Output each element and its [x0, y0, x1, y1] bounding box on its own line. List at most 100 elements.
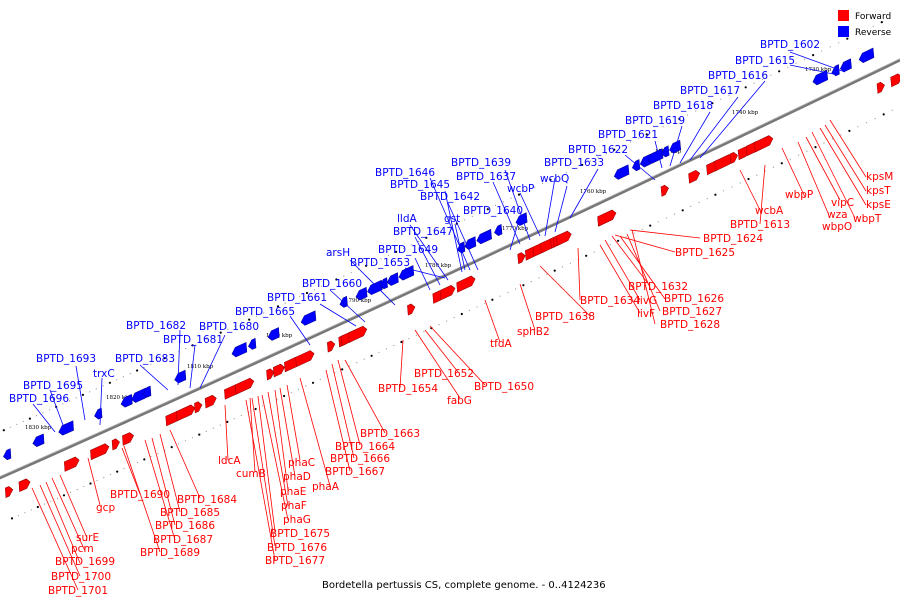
- forward-gene-arrow[interactable]: [729, 151, 738, 164]
- reverse-gene-arrow[interactable]: [131, 387, 147, 404]
- reverse-gene-arrow[interactable]: [300, 310, 317, 327]
- reverse-gene-arrow[interactable]: [669, 139, 682, 155]
- gene-label[interactable]: BPTD_1690: [110, 489, 170, 501]
- reverse-gene-arrow[interactable]: [174, 369, 187, 385]
- gene-label[interactable]: BPTD_1701: [48, 585, 108, 597]
- forward-gene-arrow[interactable]: [456, 274, 476, 293]
- gene-label[interactable]: BPTD_1661: [267, 292, 327, 304]
- gene-label[interactable]: wbpO: [822, 221, 852, 233]
- gene-label[interactable]: ldcA: [218, 455, 241, 467]
- forward-gene-arrow[interactable]: [273, 362, 285, 378]
- reverse-gene-arrow[interactable]: [143, 385, 152, 399]
- reverse-gene-arrow[interactable]: [58, 420, 74, 437]
- gene-label[interactable]: arsH: [326, 247, 350, 259]
- gene-label[interactable]: kpsE: [866, 199, 891, 211]
- gene-label[interactable]: BPTD_1647: [393, 226, 453, 238]
- gene-label[interactable]: cumB: [236, 468, 266, 480]
- gene-label[interactable]: BPTD_1637: [456, 171, 516, 183]
- gene-label[interactable]: BPTD_1663: [360, 428, 420, 440]
- gene-label[interactable]: BPTD_1613: [730, 219, 790, 231]
- gene-label[interactable]: BPTD_1650: [474, 381, 534, 393]
- gene-label[interactable]: BPTD_1615: [735, 55, 795, 67]
- reverse-gene-arrow[interactable]: [32, 433, 45, 448]
- reverse-gene-arrow[interactable]: [367, 279, 383, 296]
- forward-gene-arrow[interactable]: [18, 477, 31, 492]
- gene-label[interactable]: BPTD_1642: [420, 191, 480, 203]
- gene-label[interactable]: BPTD_1686: [155, 520, 215, 532]
- forward-gene-arrow[interactable]: [688, 169, 701, 184]
- reverse-gene-arrow[interactable]: [231, 342, 248, 358]
- gene-label[interactable]: tfdA: [490, 338, 512, 350]
- gene-label[interactable]: wcbP: [507, 183, 534, 195]
- forward-gene-arrow[interactable]: [327, 339, 336, 353]
- gene-label[interactable]: BPTD_1687: [153, 534, 213, 546]
- gene-label[interactable]: BPTD_1646: [375, 167, 435, 179]
- gene-label[interactable]: BPTD_1617: [680, 85, 740, 97]
- forward-gene-arrow[interactable]: [407, 302, 416, 316]
- forward-gene-arrow[interactable]: [439, 284, 456, 301]
- gene-label[interactable]: livG: [637, 295, 657, 307]
- reverse-gene-arrow[interactable]: [812, 69, 829, 86]
- forward-gene-arrow[interactable]: [4, 485, 14, 498]
- reverse-gene-arrow[interactable]: [120, 393, 133, 408]
- gene-label[interactable]: BPTD_1619: [625, 115, 685, 127]
- gene-label[interactable]: BPTD_1660: [302, 278, 362, 290]
- gene-label[interactable]: vipC: [831, 197, 854, 209]
- gene-label[interactable]: wza: [827, 209, 848, 221]
- gene-label[interactable]: BPTD_1654: [378, 383, 438, 395]
- gene-label[interactable]: BPTD_1627: [662, 306, 722, 318]
- gene-label[interactable]: BPTD_1621: [598, 129, 658, 141]
- forward-gene-arrow[interactable]: [517, 251, 526, 265]
- gene-label[interactable]: BPTD_1649: [378, 244, 438, 256]
- forward-gene-arrow[interactable]: [754, 134, 774, 153]
- reverse-gene-arrow[interactable]: [267, 327, 280, 343]
- gene-label[interactable]: BPTD_1639: [451, 157, 511, 169]
- gene-label[interactable]: wbpT: [853, 213, 882, 225]
- gene-label[interactable]: BPTD_1633: [544, 157, 604, 169]
- gene-label[interactable]: BPTD_1689: [140, 547, 200, 559]
- reverse-gene-arrow[interactable]: [647, 148, 664, 165]
- gene-label[interactable]: phaF: [281, 500, 307, 512]
- gene-label[interactable]: kpsM: [866, 171, 893, 183]
- gene-label[interactable]: BPTD_1602: [760, 39, 820, 51]
- gene-label[interactable]: BPTD_1681: [163, 334, 223, 346]
- gene-label[interactable]: BPTD_1632: [628, 281, 688, 293]
- gene-label[interactable]: BPTD_1653: [350, 257, 410, 269]
- gene-label[interactable]: BPTD_1626: [664, 293, 724, 305]
- forward-gene-arrow[interactable]: [111, 437, 120, 451]
- reverse-gene-arrow[interactable]: [494, 224, 503, 237]
- gene-label[interactable]: lldA: [397, 213, 417, 225]
- forward-gene-arrow[interactable]: [235, 376, 255, 395]
- gene-label[interactable]: BPTD_1676: [267, 542, 327, 554]
- reverse-gene-arrow[interactable]: [661, 145, 670, 159]
- gene-label[interactable]: BPTD_1667: [325, 466, 385, 478]
- forward-gene-arrow[interactable]: [204, 394, 217, 409]
- gene-label[interactable]: BPTD_1664: [335, 441, 395, 453]
- forward-gene-arrow[interactable]: [348, 325, 368, 343]
- gene-label[interactable]: gcp: [96, 502, 115, 514]
- gene-label[interactable]: phaD: [283, 471, 311, 483]
- forward-gene-arrow[interactable]: [876, 80, 885, 94]
- reverse-gene-arrow[interactable]: [386, 272, 399, 288]
- gene-label[interactable]: BPTD_1645: [390, 179, 450, 191]
- reverse-gene-arrow[interactable]: [456, 241, 466, 255]
- gene-label[interactable]: BPTD_1696: [9, 393, 69, 405]
- gene-label[interactable]: BPTD_1652: [414, 368, 474, 380]
- gene-label[interactable]: trxC: [93, 368, 115, 380]
- gene-label[interactable]: phaG: [283, 514, 311, 526]
- reverse-gene-arrow[interactable]: [839, 58, 852, 74]
- gene-label[interactable]: BPTD_1618: [653, 100, 713, 112]
- reverse-gene-arrow[interactable]: [476, 228, 492, 245]
- gene-label[interactable]: BPTD_1625: [675, 247, 735, 259]
- reverse-gene-arrow[interactable]: [379, 277, 388, 291]
- gene-label[interactable]: BPTD_1683: [115, 353, 175, 365]
- gene-label[interactable]: kpsT: [866, 185, 891, 197]
- reverse-gene-arrow[interactable]: [248, 337, 257, 351]
- gene-label[interactable]: BPTD_1685: [160, 507, 220, 519]
- forward-gene-arrow[interactable]: [295, 349, 315, 368]
- gene-label[interactable]: BPTD_1666: [330, 453, 390, 465]
- gene-label[interactable]: BPTD_1699: [55, 556, 115, 568]
- forward-gene-arrow[interactable]: [122, 431, 134, 446]
- gene-label[interactable]: phaA: [312, 481, 340, 493]
- gene-label[interactable]: BPTD_1624: [703, 233, 763, 245]
